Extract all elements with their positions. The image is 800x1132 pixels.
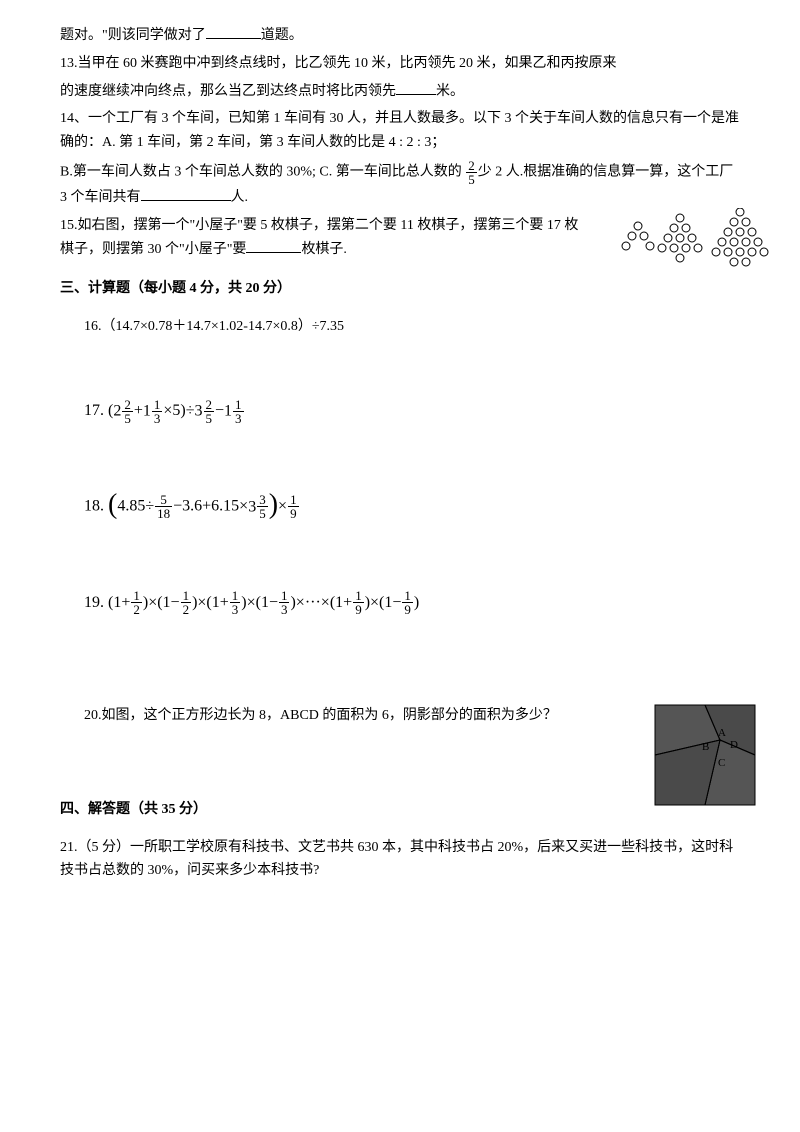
q15-wrap: 15.如右图，摆第一个"小屋子"要 5 枚棋子，摆第二个要 11 枚棋子，摆第三…	[60, 214, 740, 262]
q17-an: 2	[122, 398, 133, 412]
svg-text:D: D	[730, 739, 738, 751]
q19-1d: 2	[181, 603, 192, 616]
q16: 16.（14.7×0.78＋14.7×1.02-14.7×0.8）÷7.35	[60, 315, 740, 339]
q13-line1: 13.当甲在 60 米赛跑中冲到终点线时，比乙领先 10 米，比丙领先 20 米…	[60, 52, 740, 76]
q19-prefix: 19.	[84, 594, 108, 611]
q17-aw: 2	[113, 403, 121, 420]
q18-prefix: 18.	[84, 498, 108, 515]
q18-f1d: 18	[155, 507, 172, 520]
q13-l2b: 米。	[436, 84, 464, 99]
q17-dd: 3	[233, 412, 244, 425]
q18-f2w: 3	[248, 499, 256, 516]
q18: 18. (4.85÷518−3.6+6.15×335)×19	[60, 483, 740, 531]
q20-figure: ABCD	[650, 700, 770, 820]
q17-bn: 1	[152, 398, 163, 412]
page: 题对。"则该同学做对了 道题。 13.当甲在 60 米赛跑中冲到终点线时，比乙领先…	[0, 0, 800, 1132]
q19-4d: 9	[353, 603, 364, 616]
spacer-17	[60, 429, 740, 479]
q17-ad: 5	[122, 412, 133, 425]
q17-prefix: 17.	[84, 402, 108, 419]
q14-frac-den: 5	[466, 173, 477, 186]
q14-frac-num: 2	[466, 159, 477, 173]
q19: 19. (1+12)×(1−12)×(1+13)×(1−13)×···×(1+1…	[60, 589, 740, 616]
section3-title: 三、计算题（每小题 4 分，共 20 分）	[60, 277, 740, 301]
q14-blank[interactable]	[141, 186, 231, 201]
q12-text-a: 题对。"则该同学做对了	[60, 28, 206, 43]
q13-blank[interactable]	[396, 80, 436, 95]
q19-2n: 1	[230, 589, 241, 603]
q19-3d: 3	[279, 603, 290, 616]
q18-f3d: 9	[288, 507, 299, 520]
q17-cd: 5	[204, 412, 215, 425]
q17: 17. (225+113×5)÷325−113	[60, 397, 740, 425]
q14-l2a: B.第一车间人数占 3 个车间总人数的 30%; C. 第一车间比总人数的	[60, 165, 462, 180]
q13-line2: 的速度继续冲向终点，那么当乙到达终点时将比丙领先 米。	[60, 80, 740, 104]
q17-dw: 1	[224, 403, 232, 420]
svg-text:C: C	[718, 757, 725, 769]
spacer-19b	[60, 670, 740, 700]
q17-bd: 3	[152, 412, 163, 425]
q14-line1: 14、一个工厂有 3 个车间，已知第 1 车间有 30 人，并且人数最多。以下 …	[60, 107, 740, 155]
svg-text:A: A	[718, 727, 726, 739]
q19-5d: 9	[402, 603, 413, 616]
q15-blank[interactable]	[246, 238, 301, 253]
houses-figure	[620, 208, 780, 278]
svg-text:B: B	[702, 741, 709, 753]
q18-f2n: 3	[257, 493, 268, 507]
q12-text-b: 道题。	[261, 28, 303, 43]
q19-2d: 3	[230, 603, 241, 616]
q20-wrap: 20.如图，这个正方形边长为 8，ABCD 的面积为 6，阴影部分的面积为多少？…	[60, 704, 740, 728]
q18-f1n: 5	[155, 493, 172, 507]
spacer-16	[60, 343, 740, 393]
q19-1n: 1	[181, 589, 192, 603]
q18-f2d: 5	[257, 507, 268, 520]
section4-title: 四、解答题（共 35 分）	[60, 798, 740, 822]
q14-frac: 25	[466, 159, 477, 186]
q13-l2a: 的速度继续冲向终点，那么当乙到达终点时将比丙领先	[60, 84, 396, 99]
q18-f3n: 1	[288, 493, 299, 507]
q21-text: 21.（5 分）一所职工学校原有科技书、文艺书共 630 本，其中科技书占 20…	[60, 836, 740, 884]
q17-dn: 1	[233, 398, 244, 412]
q14-line2: B.第一车间人数占 3 个车间总人数的 30%; C. 第一车间比总人数的 25…	[60, 159, 740, 210]
q18-c: 6.15	[211, 498, 239, 515]
q19-0d: 2	[131, 603, 142, 616]
q12-blank[interactable]	[206, 24, 261, 39]
q17-mul: 5	[172, 402, 180, 419]
q15-tail: 枚棋子.	[301, 242, 347, 257]
q18-a: 4.85	[117, 498, 145, 515]
q19-0n: 1	[131, 589, 142, 603]
q20-text: 20.如图，这个正方形边长为 8，ABCD 的面积为 6，阴影部分的面积为多少？	[60, 704, 740, 728]
q18-b: 3.6	[182, 498, 202, 515]
q12-line: 题对。"则该同学做对了 道题。	[60, 24, 740, 48]
q19-5n: 1	[402, 589, 413, 603]
q17-cn: 2	[204, 398, 215, 412]
q17-bw: 1	[143, 403, 151, 420]
spacer-19	[60, 620, 740, 670]
spacer-20	[60, 732, 740, 782]
q19-4n: 1	[353, 589, 364, 603]
q14-l2c: 人.	[231, 190, 249, 205]
spacer-18	[60, 535, 740, 585]
q19-3n: 1	[279, 589, 290, 603]
q17-cw: 3	[195, 403, 203, 420]
